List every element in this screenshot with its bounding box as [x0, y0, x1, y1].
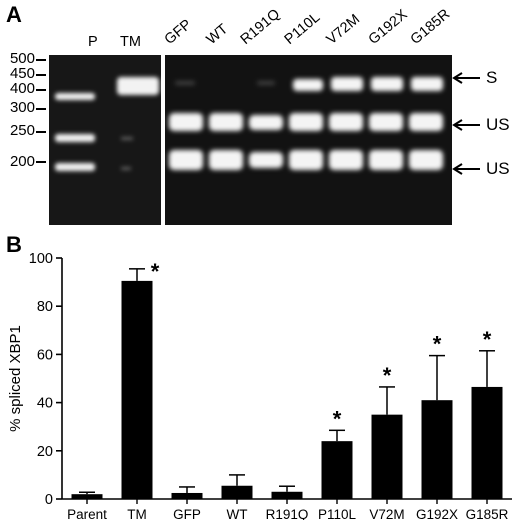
ladder-tick-400	[36, 89, 46, 91]
y-tick-label: 60	[37, 347, 53, 363]
bar-r191q	[271, 491, 303, 499]
y-tick-label: 80	[37, 299, 53, 315]
gel-band	[331, 77, 363, 91]
lane-label-g185r: G185R	[407, 6, 454, 49]
y-tick-label: 40	[37, 396, 53, 412]
band-label-us-lower: US	[486, 159, 510, 178]
ladder-tick-250	[36, 131, 46, 133]
gel-band	[293, 79, 323, 91]
gel-right	[165, 55, 452, 225]
significance-star: *	[383, 363, 392, 388]
ladder-label-250: 250	[9, 122, 35, 139]
gel-band	[411, 77, 443, 91]
bar-tm	[121, 280, 153, 499]
x-tick-label: P110L	[318, 507, 357, 520]
x-tick-label: GFP	[173, 507, 201, 520]
bar-g185r	[471, 386, 503, 499]
gel-band	[175, 81, 195, 85]
bar-v72m	[371, 414, 403, 499]
band-label-s: S	[486, 68, 498, 87]
significance-star: *	[151, 259, 160, 284]
ladder-tick-450	[36, 74, 46, 76]
ladder-label-450: 450	[9, 65, 35, 82]
y-tick-label: 0	[45, 492, 53, 508]
lane-label-r191q: R191Q	[237, 6, 284, 49]
y-tick-label: 100	[29, 251, 53, 267]
gel-band	[55, 93, 95, 100]
ladder-tick-500	[36, 59, 46, 61]
gel-band	[55, 163, 95, 171]
gel-band	[169, 113, 203, 131]
bar-gfp	[171, 492, 203, 499]
band-label-us-upper: US	[486, 115, 510, 134]
ladder-label-500: 500	[9, 50, 35, 67]
x-tick-label: G185R	[466, 507, 509, 520]
gel-band	[209, 150, 243, 170]
arrow-s	[452, 72, 480, 84]
gel-band	[329, 113, 363, 131]
bar-g192x	[421, 400, 453, 499]
x-tick-label: G192X	[416, 507, 458, 520]
ladder-tick-200	[36, 161, 46, 163]
x-tick-label: WT	[227, 507, 248, 520]
gel-band	[409, 150, 443, 170]
gel-left	[49, 55, 161, 225]
gel-band	[369, 150, 403, 170]
gel-band	[249, 115, 283, 130]
gel-band	[55, 134, 95, 142]
lane-label-wt: WT	[203, 21, 232, 48]
ladder-tick-300	[36, 108, 46, 110]
bar-parent	[71, 494, 103, 499]
y-axis-label: % spliced XBP1	[7, 325, 24, 432]
gel-band	[121, 137, 133, 140]
panel-b-letter: B	[6, 232, 22, 257]
x-tick-label: Parent	[67, 507, 107, 520]
gel-band	[117, 77, 159, 95]
gel-band	[169, 150, 203, 170]
x-tick-label: TM	[127, 507, 147, 520]
significance-star: *	[333, 406, 342, 431]
gel-band	[369, 113, 403, 131]
ladder-label-400: 400	[9, 80, 35, 97]
lane-label-gfp: GFP	[161, 16, 195, 48]
gel-band	[257, 81, 275, 85]
ladder-label-300: 300	[9, 99, 35, 116]
x-tick-label: R191Q	[266, 507, 309, 520]
bar-chart: 0 20 40 60 80 100 % spliced XBP1 Parent * TM GFP WT…	[7, 251, 512, 520]
bar-p110l	[321, 441, 353, 499]
lane-label-p: P	[88, 34, 98, 50]
gel-band	[289, 113, 323, 131]
y-tick-label: 20	[37, 444, 53, 460]
x-tick-label: V72M	[369, 507, 404, 520]
ladder-label-200: 200	[9, 153, 35, 170]
lane-label-p110l: P110L	[281, 9, 324, 48]
gel-band	[209, 113, 243, 131]
gel-band	[121, 167, 131, 170]
significance-star: *	[483, 327, 492, 352]
panel-a-letter: A	[6, 2, 22, 27]
significance-star: *	[433, 332, 442, 357]
arrow-us-upper	[452, 119, 480, 131]
arrow-us-lower	[452, 163, 480, 175]
gel-band	[329, 150, 363, 170]
lane-label-v72m: V72M	[323, 11, 364, 48]
gel-band	[289, 150, 323, 170]
gel-band	[249, 152, 283, 168]
gel-band	[409, 113, 443, 131]
bar-wt	[221, 485, 253, 499]
lane-label-g192x: G192X	[365, 6, 411, 48]
gel-band	[371, 77, 403, 91]
lane-label-tm: TM	[120, 34, 141, 50]
